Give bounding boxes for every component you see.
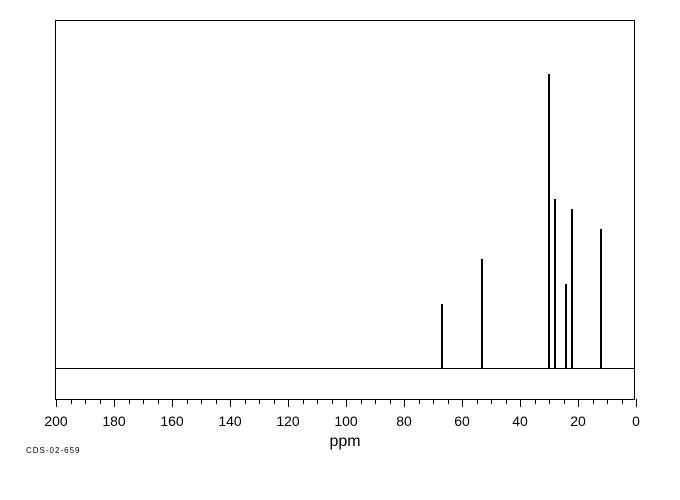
x-tick-minor xyxy=(390,399,391,404)
spectrum-peak xyxy=(548,74,550,369)
x-tick-minor xyxy=(549,399,550,404)
spectrum-peak xyxy=(441,304,443,369)
x-tick-minor xyxy=(129,399,130,404)
x-tick-label: 160 xyxy=(160,413,183,429)
x-tick-minor xyxy=(535,399,536,404)
x-tick-label: 180 xyxy=(102,413,125,429)
x-tick-minor xyxy=(274,399,275,404)
x-tick-major xyxy=(172,399,173,407)
x-tick-major xyxy=(404,399,405,407)
x-tick-minor xyxy=(607,399,608,404)
x-tick-label: 40 xyxy=(512,413,528,429)
x-tick-minor xyxy=(375,399,376,404)
x-tick-minor xyxy=(216,399,217,404)
x-tick-minor xyxy=(448,399,449,404)
x-tick-minor xyxy=(100,399,101,404)
x-tick-label: 120 xyxy=(276,413,299,429)
sample-id-label: CDS-02-659 xyxy=(26,446,80,455)
x-tick-minor xyxy=(622,399,623,404)
x-tick-major xyxy=(520,399,521,407)
x-tick-minor xyxy=(187,399,188,404)
x-tick-major xyxy=(578,399,579,407)
x-tick-label: 60 xyxy=(454,413,470,429)
spectrum-peak xyxy=(481,259,483,369)
x-tick-major xyxy=(288,399,289,407)
x-tick-minor xyxy=(303,399,304,404)
spectrum-peak xyxy=(571,209,573,369)
x-axis-label: ppm xyxy=(329,433,360,451)
x-tick-minor xyxy=(85,399,86,404)
x-tick-major xyxy=(114,399,115,407)
x-tick-minor xyxy=(506,399,507,404)
x-tick-label: 200 xyxy=(44,413,67,429)
x-tick-minor xyxy=(201,399,202,404)
x-tick-minor xyxy=(419,399,420,404)
x-tick-minor xyxy=(593,399,594,404)
x-tick-major xyxy=(462,399,463,407)
spectrum-peak xyxy=(565,284,567,369)
x-tick-major xyxy=(56,399,57,407)
x-tick-major xyxy=(230,399,231,407)
x-tick-minor xyxy=(564,399,565,404)
x-tick-minor xyxy=(158,399,159,404)
x-tick-major xyxy=(346,399,347,407)
nmr-plot-area: 200180160140120100806040200 ppm CDS-02-6… xyxy=(55,20,635,400)
x-tick-label: 80 xyxy=(396,413,412,429)
x-tick-minor xyxy=(433,399,434,404)
x-tick-minor xyxy=(361,399,362,404)
x-tick-minor xyxy=(245,399,246,404)
x-tick-label: 100 xyxy=(334,413,357,429)
x-tick-minor xyxy=(477,399,478,404)
x-tick-minor xyxy=(259,399,260,404)
spectrum-peak xyxy=(554,199,556,369)
x-tick-minor xyxy=(332,399,333,404)
x-tick-label: 140 xyxy=(218,413,241,429)
x-tick-label: 0 xyxy=(632,413,640,429)
x-tick-minor xyxy=(143,399,144,404)
x-tick-minor xyxy=(491,399,492,404)
x-tick-minor xyxy=(71,399,72,404)
x-tick-major xyxy=(636,399,637,407)
x-tick-label: 20 xyxy=(570,413,586,429)
x-tick-minor xyxy=(317,399,318,404)
spectrum-peak xyxy=(600,229,602,369)
